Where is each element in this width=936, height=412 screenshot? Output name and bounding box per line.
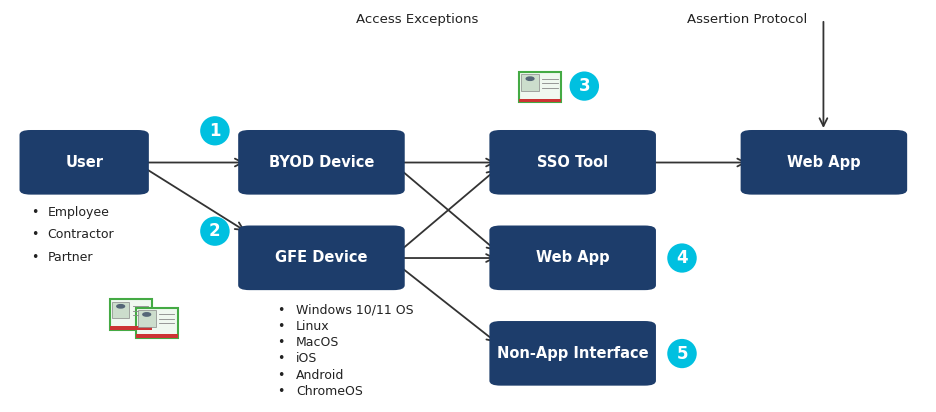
Text: Web App: Web App bbox=[787, 155, 861, 170]
FancyBboxPatch shape bbox=[490, 225, 656, 290]
Text: •: • bbox=[277, 385, 285, 398]
Ellipse shape bbox=[570, 71, 599, 101]
Text: •: • bbox=[31, 228, 38, 241]
FancyBboxPatch shape bbox=[521, 74, 539, 91]
Text: 3: 3 bbox=[578, 77, 590, 95]
Text: Non-App Interface: Non-App Interface bbox=[497, 346, 649, 361]
Ellipse shape bbox=[200, 217, 229, 246]
Text: Android: Android bbox=[296, 369, 344, 382]
Text: •: • bbox=[277, 336, 285, 349]
Text: Assertion Protocol: Assertion Protocol bbox=[687, 13, 807, 26]
Text: Linux: Linux bbox=[296, 320, 329, 333]
Text: iOS: iOS bbox=[296, 352, 317, 365]
FancyBboxPatch shape bbox=[136, 308, 178, 338]
Circle shape bbox=[143, 313, 151, 316]
Text: ChromeOS: ChromeOS bbox=[296, 385, 363, 398]
Text: •: • bbox=[277, 369, 285, 382]
FancyBboxPatch shape bbox=[490, 321, 656, 386]
Text: Web App: Web App bbox=[536, 250, 609, 265]
Text: •: • bbox=[277, 352, 285, 365]
FancyBboxPatch shape bbox=[20, 130, 149, 194]
Circle shape bbox=[117, 304, 124, 308]
Text: •: • bbox=[277, 320, 285, 333]
Text: MacOS: MacOS bbox=[296, 336, 339, 349]
FancyBboxPatch shape bbox=[112, 302, 129, 318]
FancyBboxPatch shape bbox=[238, 225, 404, 290]
Text: Windows 10/11 OS: Windows 10/11 OS bbox=[296, 304, 414, 316]
FancyBboxPatch shape bbox=[138, 310, 155, 327]
FancyBboxPatch shape bbox=[490, 130, 656, 194]
FancyBboxPatch shape bbox=[740, 130, 907, 194]
Ellipse shape bbox=[667, 339, 696, 368]
Text: User: User bbox=[66, 155, 103, 170]
Circle shape bbox=[526, 77, 534, 80]
Ellipse shape bbox=[667, 243, 696, 273]
Text: BYOD Device: BYOD Device bbox=[269, 155, 374, 170]
FancyBboxPatch shape bbox=[110, 300, 152, 330]
FancyBboxPatch shape bbox=[519, 72, 561, 102]
Text: Access Exceptions: Access Exceptions bbox=[356, 13, 478, 26]
FancyBboxPatch shape bbox=[136, 335, 178, 338]
Text: •: • bbox=[31, 206, 38, 219]
FancyBboxPatch shape bbox=[519, 99, 561, 102]
Text: •: • bbox=[31, 251, 38, 264]
Text: Employee: Employee bbox=[48, 206, 110, 219]
Text: 2: 2 bbox=[209, 222, 221, 240]
Ellipse shape bbox=[200, 116, 229, 145]
Text: 4: 4 bbox=[676, 249, 688, 267]
FancyBboxPatch shape bbox=[110, 326, 152, 330]
FancyBboxPatch shape bbox=[238, 130, 404, 194]
Text: GFE Device: GFE Device bbox=[275, 250, 368, 265]
Text: 1: 1 bbox=[209, 122, 221, 140]
Text: Contractor: Contractor bbox=[48, 228, 114, 241]
Text: 5: 5 bbox=[676, 344, 688, 363]
Text: SSO Tool: SSO Tool bbox=[537, 155, 608, 170]
Text: Partner: Partner bbox=[48, 251, 93, 264]
Text: •: • bbox=[277, 304, 285, 316]
